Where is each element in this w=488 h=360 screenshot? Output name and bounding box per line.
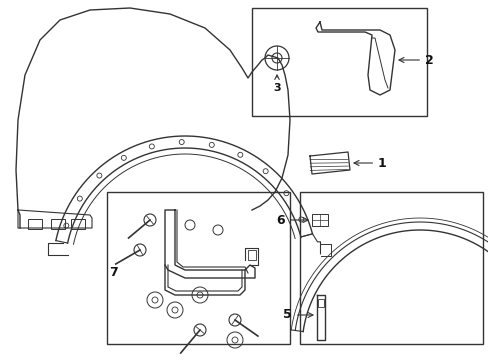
Bar: [107, 192, 289, 344]
Bar: [251, 8, 426, 116]
Text: 6: 6: [276, 213, 307, 226]
Bar: [311, 214, 327, 226]
Bar: [247, 250, 256, 260]
Text: 4: 4: [0, 359, 1, 360]
Bar: [28, 219, 42, 229]
Text: 2: 2: [398, 54, 433, 67]
Text: 1: 1: [353, 157, 386, 170]
Bar: [299, 192, 482, 344]
Bar: [71, 219, 85, 229]
Bar: [317, 299, 324, 307]
Bar: [51, 219, 65, 229]
Text: 3: 3: [273, 75, 280, 93]
Text: 7: 7: [109, 266, 118, 279]
Text: 5: 5: [283, 309, 312, 321]
